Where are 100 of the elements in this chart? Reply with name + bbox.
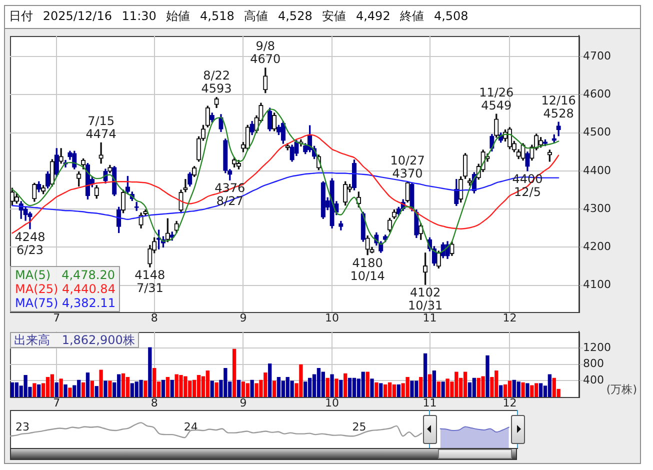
bar bbox=[379, 383, 383, 397]
bar bbox=[436, 382, 440, 397]
bar bbox=[161, 380, 166, 397]
bar bbox=[139, 380, 143, 397]
bar bbox=[538, 383, 543, 397]
bar bbox=[308, 378, 312, 397]
annotation: 4102 10/31 bbox=[408, 286, 443, 313]
bar bbox=[396, 384, 400, 397]
bar bbox=[94, 386, 98, 397]
x-tick-label: 10 bbox=[325, 396, 340, 410]
x-tick-label: 25 bbox=[352, 420, 366, 434]
bar bbox=[508, 380, 512, 397]
bar bbox=[148, 347, 152, 397]
bar bbox=[352, 378, 356, 397]
bar bbox=[121, 373, 126, 397]
bar bbox=[86, 372, 90, 397]
bar bbox=[498, 385, 503, 397]
bar bbox=[432, 370, 436, 397]
bar bbox=[388, 382, 392, 397]
text: MA(5) 4,478.20 bbox=[15, 268, 115, 282]
y-tick-label: 4400 bbox=[583, 164, 611, 177]
x-tick-label: 23 bbox=[15, 420, 30, 434]
annotation: 12/16 4528 bbox=[541, 93, 576, 120]
bar bbox=[321, 372, 325, 397]
bar bbox=[196, 375, 201, 397]
x-tick-label: 8 bbox=[150, 311, 158, 324]
bar bbox=[339, 380, 343, 397]
x-tick-label: 7 bbox=[53, 396, 60, 410]
bar bbox=[268, 364, 272, 397]
annotation: 4180 10/14 bbox=[350, 256, 385, 283]
bar bbox=[46, 377, 50, 397]
bar bbox=[503, 384, 508, 397]
bar bbox=[50, 374, 54, 397]
y-tick-label: 4600 bbox=[583, 88, 611, 101]
bar bbox=[32, 383, 36, 397]
bar bbox=[370, 378, 374, 397]
x-tick-label: 9 bbox=[240, 311, 247, 324]
bar bbox=[108, 380, 112, 397]
bar bbox=[486, 355, 490, 397]
bar bbox=[290, 380, 294, 397]
x-tick-label: 12 bbox=[502, 396, 517, 410]
bar bbox=[392, 384, 396, 397]
bar bbox=[441, 382, 445, 397]
bar bbox=[406, 377, 410, 397]
bar bbox=[126, 377, 130, 397]
bar bbox=[236, 380, 241, 397]
bar bbox=[214, 382, 218, 397]
bar bbox=[144, 380, 148, 397]
x-tick-label: 10 bbox=[325, 311, 340, 324]
bar bbox=[99, 370, 103, 397]
x-tick-label: 7 bbox=[53, 311, 60, 324]
x-tick-label: 24 bbox=[184, 420, 198, 434]
y-axis-title: (万株) bbox=[606, 382, 637, 397]
bar bbox=[206, 370, 210, 397]
y-tick-label: 4700 bbox=[583, 49, 611, 62]
bar bbox=[10, 382, 14, 397]
chart-title: 日付 2025/12/16 11:30 始値 4,518 高値 4,528 安値 4,492 終値 4,508 bbox=[4, 5, 641, 29]
annotation: 10/27 4370 bbox=[390, 154, 425, 181]
bar bbox=[116, 374, 121, 397]
annotation: 11/26 4549 bbox=[479, 85, 514, 112]
bar bbox=[428, 374, 432, 397]
bar bbox=[304, 382, 308, 397]
candlestick bbox=[98, 142, 104, 164]
text: MA(75) 4,382.11 bbox=[15, 296, 116, 310]
bar bbox=[334, 378, 338, 397]
y-tick-label: 4100 bbox=[583, 278, 611, 292]
bar bbox=[316, 368, 321, 397]
bar bbox=[54, 382, 58, 397]
bar bbox=[521, 382, 525, 397]
bar bbox=[468, 382, 472, 397]
bar bbox=[472, 378, 476, 397]
bar bbox=[463, 372, 468, 397]
bar bbox=[81, 382, 86, 397]
bar bbox=[366, 372, 370, 397]
annotation: 7/15 4474 bbox=[86, 114, 116, 141]
bar bbox=[246, 383, 250, 397]
y-tick-label: 400 bbox=[583, 374, 604, 387]
text: MA(25) 4,440.84 bbox=[15, 282, 116, 296]
bar bbox=[272, 380, 276, 397]
x-tick-label: 8 bbox=[150, 396, 158, 410]
bar bbox=[419, 377, 423, 397]
chart-title: 出来高 1,862,900株 bbox=[10, 332, 139, 348]
y-tick-label: 4200 bbox=[583, 240, 611, 254]
bar bbox=[526, 383, 530, 397]
x-tick-label: 11 bbox=[422, 396, 437, 410]
bar bbox=[348, 378, 352, 397]
bar bbox=[232, 348, 236, 397]
x-tick-label: 12 bbox=[502, 311, 517, 324]
y-tick-label: 1200 bbox=[583, 340, 611, 354]
bar bbox=[166, 377, 170, 397]
bar bbox=[481, 376, 485, 397]
bar bbox=[384, 384, 388, 397]
y-tick-label: 4300 bbox=[583, 202, 611, 215]
bar bbox=[361, 372, 365, 397]
bar bbox=[281, 380, 286, 397]
y-tick-label: 800 bbox=[583, 357, 604, 370]
annotation: 8/22 4593 bbox=[201, 68, 232, 96]
bar bbox=[152, 368, 156, 397]
bar bbox=[210, 380, 214, 397]
bar bbox=[423, 353, 428, 397]
